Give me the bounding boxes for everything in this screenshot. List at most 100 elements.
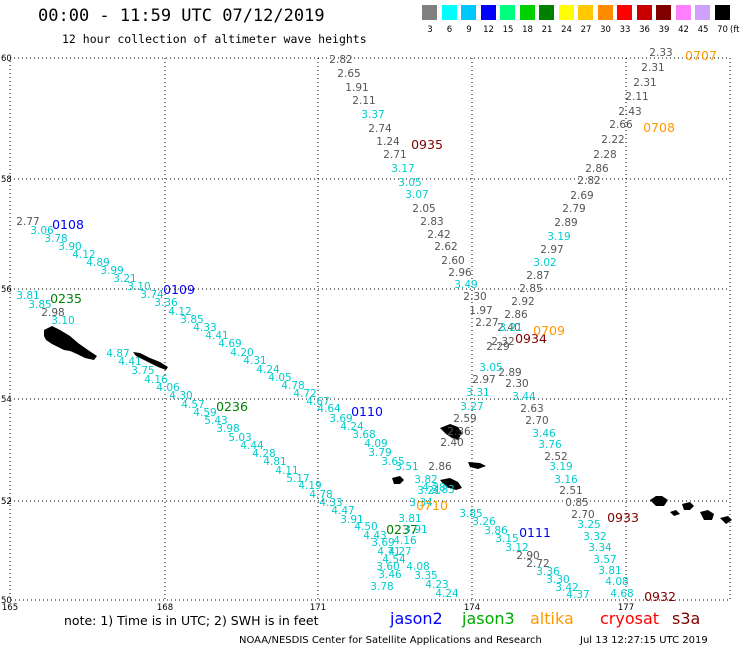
lon-tick-label: 171 [310, 603, 326, 613]
wave-height-value: 3.31 [466, 387, 489, 399]
wave-height-value: 3.25 [577, 519, 600, 531]
island-cluster-4 [392, 476, 404, 484]
island-east-3 [700, 510, 714, 520]
satellite-jason2: jason2 [390, 609, 443, 628]
wave-height-value: 2.82 [577, 175, 600, 187]
wave-height-value: 2.71 [383, 149, 406, 161]
wave-height-value: 2.89 [554, 217, 577, 229]
land-masses [44, 326, 732, 524]
island-east-5 [670, 510, 680, 516]
pass-time-label: 0710 [416, 498, 448, 513]
wave-height-value: 2.29 [486, 341, 509, 353]
wave-height-value: 4.27 [388, 546, 411, 558]
wave-height-value: 2.70 [525, 415, 548, 427]
lat-tick-label: 60 [1, 54, 12, 64]
pass-time-label: 0932 [644, 589, 676, 604]
pass-time-label: 0111 [519, 525, 551, 540]
wave-height-value: 2.51 [559, 485, 582, 497]
wave-height-value: 2.42 [427, 229, 450, 241]
wave-height-value: 3.76 [538, 439, 562, 451]
wave-height-value: 3.46 [378, 569, 402, 581]
satellite-cryosat: cryosat [600, 609, 659, 628]
lat-tick-label: 56 [1, 285, 12, 295]
pass-time-label: 0108 [52, 217, 84, 232]
wave-height-value: 2.97 [472, 374, 495, 386]
wave-height-value: 2.43 [618, 106, 641, 118]
island-east-2 [682, 502, 694, 510]
generation-timestamp: Jul 13 12:27:15 UTC 2019 [580, 635, 708, 646]
pass-time-label: 0709 [533, 323, 565, 338]
wave-height-value: 3.02 [533, 257, 556, 269]
satellite-altika: altika [530, 609, 574, 628]
wave-height-value: 2.31 [633, 77, 656, 89]
wave-height-value: 4.68 [610, 588, 633, 600]
pass-time-label: 0935 [411, 137, 443, 152]
lat-tick-label: 50 [1, 596, 12, 606]
wave-height-value: 3.07 [405, 189, 428, 201]
wave-height-value: 3.19 [547, 231, 570, 243]
satellite-jason3: jason3 [462, 609, 515, 628]
island-cluster-2 [468, 462, 486, 469]
wave-height-value: 3.51 [395, 461, 418, 473]
wave-height-value: 2.86 [585, 163, 609, 175]
wave-height-value: 3.17 [391, 163, 414, 175]
wave-height-value: 3.49 [454, 279, 477, 291]
wave-height-value: 2.33 [649, 47, 672, 59]
wave-height-value: 2.31 [641, 62, 664, 74]
wave-height-value: 3.83 [431, 484, 454, 496]
wave-height-value: 2.87 [526, 270, 549, 282]
wave-height-value: 2.28 [593, 149, 616, 161]
wave-height-value: 1.91 [345, 82, 368, 94]
wave-height-value: 2.05 [412, 203, 435, 215]
wave-height-value: 3.05 [398, 177, 421, 189]
wave-height-value: 2.86 [504, 309, 528, 321]
wave-height-value: 2.27 [475, 317, 498, 329]
wave-height-value: 3.10 [51, 315, 74, 327]
wave-height-value: 2.63 [520, 403, 543, 415]
island-east-1 [650, 496, 668, 506]
wave-height-value: 3.44 [512, 391, 536, 403]
lon-tick-label: 168 [157, 603, 173, 613]
wave-height-value: 2.11 [352, 95, 375, 107]
wave-height-value: 3.34 [588, 542, 612, 554]
wave-height-value: 2.65 [337, 68, 360, 80]
wave-height-value: 2.85 [519, 283, 542, 295]
wave-height-value: 2.69 [570, 190, 593, 202]
wave-height-value: 1.24 [376, 136, 400, 148]
wave-height-value: 2.60 [441, 255, 464, 267]
lat-tick-label: 58 [1, 175, 12, 185]
wave-height-value: 2.62 [434, 241, 457, 253]
wave-height-value: 4.37 [566, 589, 589, 601]
wave-height-value: 3.37 [361, 109, 384, 121]
wave-height-value: 2.40 [440, 437, 463, 449]
wave-height-value: 3.78 [370, 581, 393, 593]
wave-height-value: 2.11 [625, 91, 648, 103]
island-large [44, 326, 97, 360]
wave-height-value: 2.30 [505, 378, 528, 390]
credit-line: NOAA/NESDIS Center for Satellite Applica… [239, 635, 542, 646]
wave-height-value: 2.59 [453, 413, 476, 425]
wave-height-value: 2.96 [448, 267, 472, 279]
wave-height-value: 2.82 [329, 54, 352, 66]
satellite-s3a: s3a [672, 609, 700, 628]
wave-height-value: 2.97 [540, 244, 563, 256]
wave-height-value: 3.05 [479, 362, 502, 374]
wave-height-value: 3.19 [549, 461, 572, 473]
pass-time-label: 0933 [607, 510, 639, 525]
lat-tick-label: 54 [1, 395, 12, 405]
wave-height-value: 4.08 [605, 576, 628, 588]
footer-note: note: 1) Time is in UTC; 2) SWH is in fe… [64, 613, 319, 628]
wave-height-value: 2.83 [420, 216, 443, 228]
wave-height-value: 2.86 [428, 461, 452, 473]
wave-height-value: 2.92 [511, 296, 534, 308]
wave-height-value: 2.79 [562, 203, 585, 215]
wave-height-value: 3.91 [404, 524, 427, 536]
wave-height-value: 2.30 [463, 291, 486, 303]
pass-time-label: 0109 [163, 282, 195, 297]
pass-time-label: 0235 [50, 291, 82, 306]
pass-time-label: 0707 [685, 48, 717, 63]
wave-height-value: 1.97 [469, 305, 492, 317]
wave-height-value: 3.27 [460, 401, 483, 413]
pass-time-label: 0708 [643, 120, 675, 135]
wave-height-value: 2.66 [609, 119, 633, 131]
